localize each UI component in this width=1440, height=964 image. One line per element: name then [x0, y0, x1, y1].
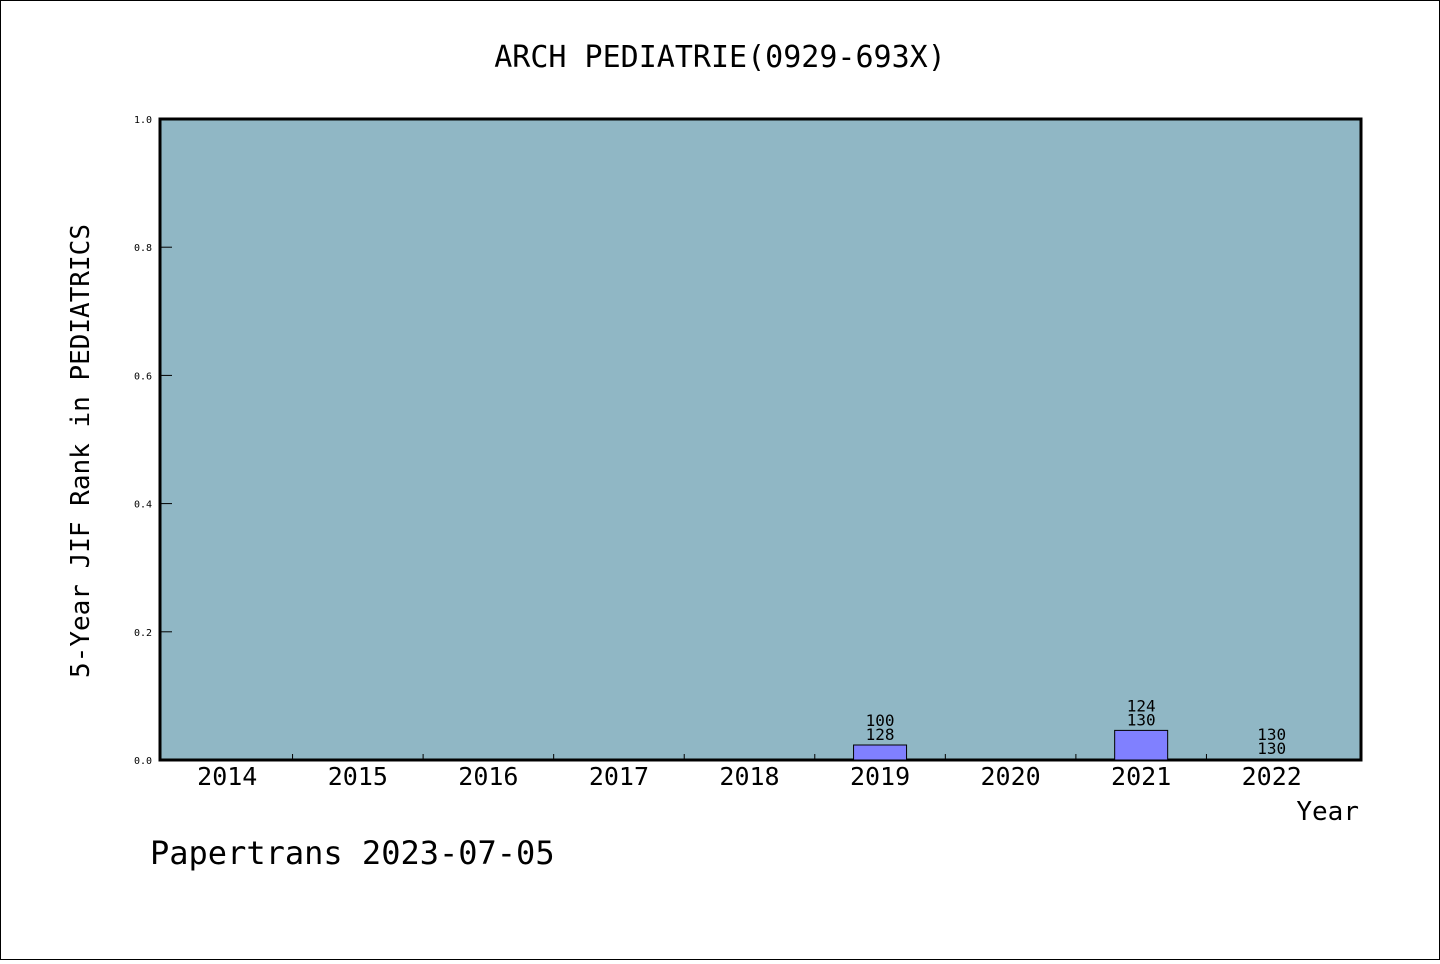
y-tick-label: 0.8	[134, 243, 152, 254]
bar	[1244, 758, 1299, 761]
y-tick-label: 0.6	[134, 371, 152, 382]
bar-rank-label: 130	[1257, 725, 1286, 744]
x-tick-label: 2021	[1111, 762, 1171, 791]
bar-total-label: 130	[1257, 739, 1286, 758]
x-tick-label: 2018	[719, 762, 779, 791]
y-tick-label: 0.4	[134, 500, 152, 511]
bar	[853, 744, 908, 761]
bar-rank-label: 100	[866, 711, 895, 730]
plot-area	[158, 117, 1363, 762]
y-axis-label: 5-Year JIF Rank in PEDIATRICS	[66, 224, 96, 678]
chart-title: ARCH PEDIATRIE(0929-693X)	[494, 40, 946, 75]
y-tick-label: 1.0	[134, 115, 152, 126]
y-tick-label: 0.0	[134, 756, 152, 767]
bar	[1114, 729, 1169, 761]
x-tick-label: 2020	[981, 762, 1041, 791]
x-tick-label: 2022	[1242, 762, 1302, 791]
watermark-text: Papertrans 2023-07-05	[150, 834, 555, 872]
x-axis: 2014 2015 2016 2017 2018 2019 2020 2021 2022	[197, 754, 1302, 791]
bar-total-label: 130	[1127, 710, 1156, 729]
x-tick-label: 2016	[458, 762, 518, 791]
x-tick-label: 2017	[589, 762, 649, 791]
y-axis: 0.0 0.2 0.4 0.6 0.8 1.0	[134, 115, 172, 767]
bar-rank-label: 124	[1127, 696, 1156, 715]
y-tick-label: 0.2	[134, 628, 152, 639]
x-tick-label: 2014	[197, 762, 257, 791]
x-tick-label: 2019	[850, 762, 910, 791]
bar-total-label: 128	[866, 725, 895, 744]
x-axis-label: Year	[1296, 797, 1359, 827]
x-tick-label: 2015	[328, 762, 388, 791]
